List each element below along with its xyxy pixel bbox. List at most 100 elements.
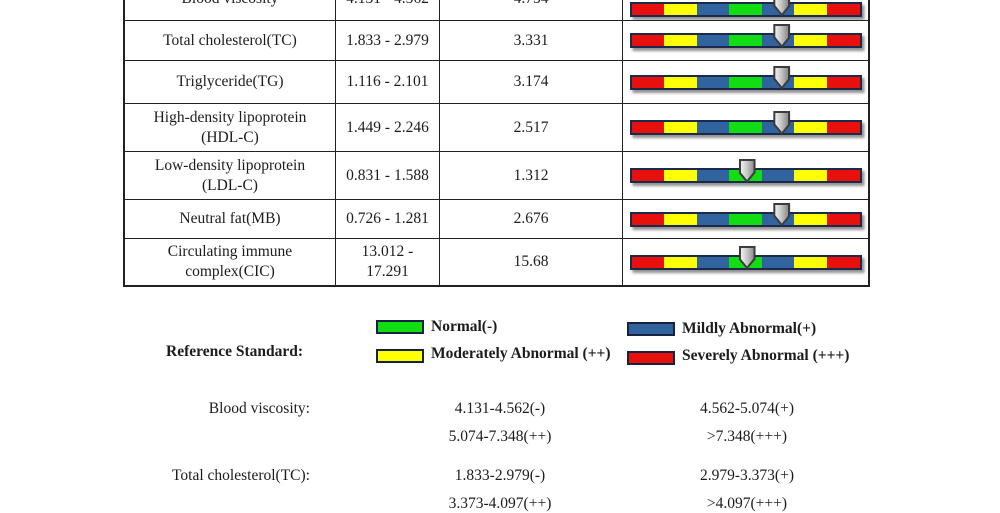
blood-viscosity-ranges-label: Blood viscosity:	[208, 400, 310, 417]
range-moderate: 5.074-7.348(++)	[448, 428, 552, 445]
indicator-bar	[629, 159, 862, 183]
mildly-abnormal-swatch-icon	[627, 322, 675, 336]
moderately-abnormal-segment	[794, 35, 827, 46]
measured-value-cell: 3.331	[439, 21, 622, 60]
measured-value-cell: 2.517	[439, 104, 622, 151]
test-name-cell: Total cholesterol(TC)	[125, 21, 335, 60]
severely-abnormal-segment	[826, 76, 860, 88]
normal-segment	[729, 3, 762, 15]
reference-range-cell: 0.726 - 1.281	[335, 200, 439, 238]
table-row: Blood viscosity 4.131 - 4.562 4.754	[125, 0, 868, 20]
legend-severe-label: Severely Abnormal (+++)	[682, 347, 850, 364]
severely-abnormal-segment	[826, 35, 860, 46]
test-name-line2: complex(CIC)	[185, 263, 275, 280]
severely-abnormal-segment	[826, 213, 860, 225]
test-name: Low-density lipoprotein	[154, 156, 306, 174]
test-name: High-density lipoprotein	[153, 108, 307, 126]
normal-segment	[729, 122, 762, 133]
table-row: Total cholesterol(TC) 1.833 - 2.979 3.33…	[125, 20, 868, 60]
severely-abnormal-swatch-icon	[627, 351, 675, 365]
test-name: Total cholesterol(TC)	[163, 31, 297, 49]
reference-range-cell: 13.012 - 17.291	[335, 239, 439, 285]
moderately-abnormal-segment	[794, 76, 827, 88]
test-name-cell: Triglyceride(TG)	[125, 61, 335, 103]
test-name-cell: Circulating immune complex(CIC)	[125, 239, 335, 285]
result-arrow-icon	[773, 65, 791, 90]
normal-segment	[729, 76, 762, 88]
test-name-line2: (HDL-C)	[201, 128, 259, 146]
moderately-abnormal-segment	[794, 213, 827, 225]
table-row: High-density lipoprotein (HDL-C) 1.449 -…	[125, 103, 868, 151]
table-row: Circulating immune complex(CIC) 13.012 -…	[125, 238, 868, 285]
measured-value-cell: 15.68	[439, 239, 622, 285]
indicator-bar-cell	[622, 61, 868, 103]
reference-range-cell: 1.833 - 2.979	[335, 21, 439, 60]
moderately-abnormal-segment	[794, 122, 827, 133]
severely-abnormal-segment	[631, 256, 665, 268]
result-arrow-icon	[773, 202, 791, 227]
range-normal: 1.833-2.979(-)	[454, 467, 546, 484]
severely-abnormal-segment	[631, 170, 665, 181]
test-name: Blood viscosity	[182, 0, 279, 9]
reference-range-cell: 1.116 - 2.101	[335, 61, 439, 103]
result-arrow-icon	[738, 245, 756, 270]
moderately-abnormal-segment	[664, 170, 697, 181]
range-normal: 4.131-4.562(-)	[454, 400, 546, 417]
mildly-abnormal-segment	[696, 213, 730, 225]
moderately-abnormal-segment	[664, 256, 697, 268]
legend-moderate-label: Moderately Abnormal (++)	[431, 345, 611, 362]
measured-value-cell: 4.754	[439, 0, 622, 20]
test-name-cell: Neutral fat(MB)	[125, 200, 335, 238]
reference-standard-label: Reference Standard:	[166, 343, 304, 360]
test-name: Triglyceride(TG)	[176, 73, 284, 91]
indicator-bar	[629, 65, 862, 90]
moderately-abnormal-segment	[794, 256, 827, 268]
reference-range-cell: 4.131 - 4.562	[335, 0, 439, 20]
normal-segment	[729, 35, 762, 46]
indicator-bar	[629, 111, 862, 135]
legend-mild-label: Mildly Abnormal(+)	[682, 320, 817, 337]
moderately-abnormal-segment	[664, 76, 697, 88]
indicator-bar-cell	[622, 21, 868, 60]
table-row: Neutral fat(MB) 0.726 - 1.281 2.676	[125, 199, 868, 238]
indicator-bar-cell	[622, 104, 868, 151]
severely-abnormal-segment	[631, 35, 665, 46]
total-cholesterol-ranges-label: Total cholesterol(TC):	[172, 467, 310, 484]
range-mild: 4.562-5.074(+)	[700, 400, 794, 417]
range-moderate: 3.373-4.097(++)	[448, 495, 552, 512]
test-name-line2: (LDL-C)	[202, 176, 258, 194]
moderately-abnormal-segment	[794, 170, 827, 181]
normal-swatch-icon	[376, 320, 424, 334]
mildly-abnormal-segment	[696, 35, 730, 46]
result-arrow-icon	[773, 111, 791, 135]
severely-abnormal-segment	[631, 213, 665, 225]
measured-value-cell: 1.312	[439, 152, 622, 199]
severely-abnormal-segment	[826, 256, 860, 268]
range-severe: >4.097(+++)	[706, 495, 788, 512]
severely-abnormal-segment	[631, 3, 665, 15]
moderately-abnormal-swatch-icon	[376, 349, 424, 363]
results-table: Blood viscosity 4.131 - 4.562 4.754	[123, 0, 870, 287]
reference-range-cell: 0.831 - 1.588	[335, 152, 439, 199]
indicator-bar	[629, 0, 862, 17]
severely-abnormal-segment	[631, 122, 665, 133]
moderately-abnormal-segment	[664, 122, 697, 133]
indicator-bar	[629, 24, 862, 48]
test-name-cell: Low-density lipoprotein (LDL-C)	[125, 152, 335, 199]
mildly-abnormal-segment	[696, 170, 730, 181]
range-mild: 2.979-3.373(+)	[700, 467, 794, 484]
mildly-abnormal-segment	[761, 170, 795, 181]
moderately-abnormal-segment	[664, 213, 697, 225]
result-arrow-icon	[738, 159, 756, 183]
severely-abnormal-segment	[631, 76, 665, 88]
severely-abnormal-segment	[826, 122, 860, 133]
test-name-cell: High-density lipoprotein (HDL-C)	[125, 104, 335, 151]
table-row: Low-density lipoprotein (LDL-C) 0.831 - …	[125, 151, 868, 199]
indicator-bar-cell	[622, 239, 868, 285]
indicator-bar-cell	[622, 200, 868, 238]
mildly-abnormal-segment	[696, 122, 730, 133]
moderately-abnormal-segment	[664, 35, 697, 46]
mildly-abnormal-segment	[696, 76, 730, 88]
normal-segment	[729, 213, 762, 225]
